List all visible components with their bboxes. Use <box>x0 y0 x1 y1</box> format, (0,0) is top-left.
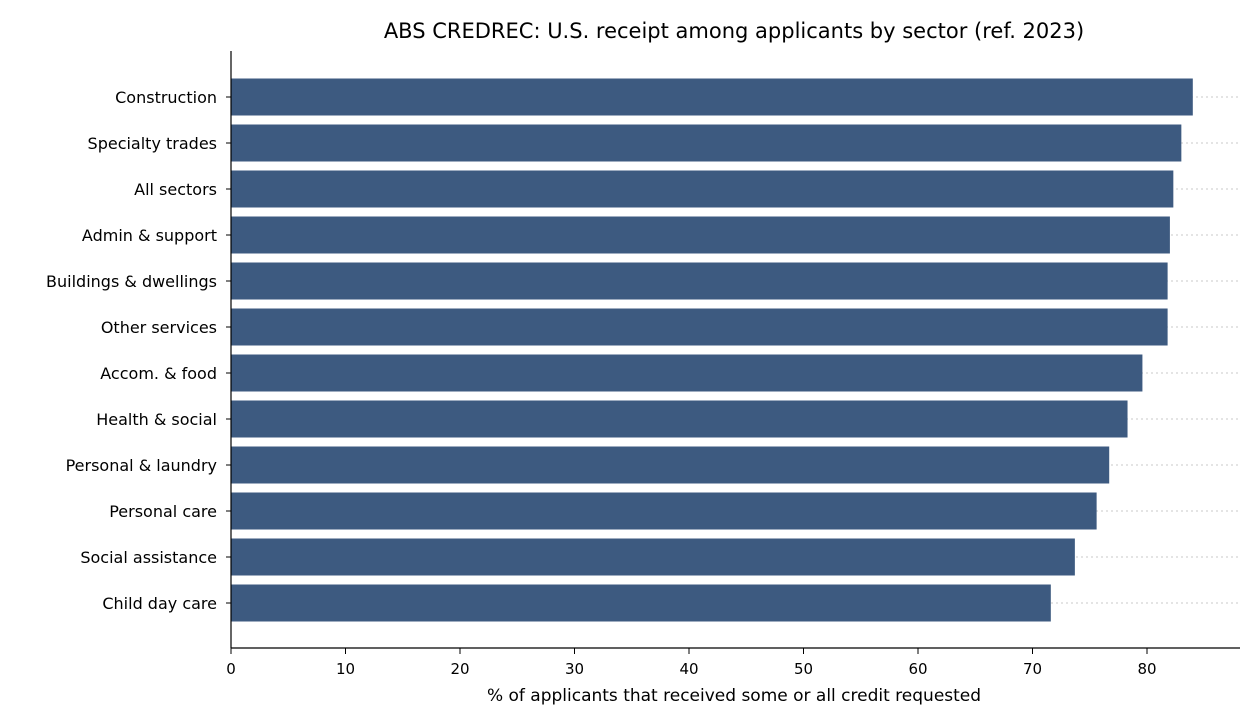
bar-personal-care <box>231 492 1097 530</box>
category-label-personal-care: Personal care <box>109 502 217 521</box>
x-tick-label-40: 40 <box>679 660 698 678</box>
x-tick-label-50: 50 <box>794 660 813 678</box>
x-tick-label-30: 30 <box>565 660 584 678</box>
x-tick-label-60: 60 <box>908 660 927 678</box>
category-label-health-social: Health & social <box>96 410 217 429</box>
category-label-construction: Construction <box>115 88 217 107</box>
category-labels: Construction Specialty trades All sectors A… <box>46 88 231 613</box>
bar-construction <box>231 78 1193 116</box>
bar-all-sectors <box>231 170 1174 208</box>
bar-specialty-trades <box>231 124 1182 162</box>
x-tick-label-10: 10 <box>336 660 355 678</box>
x-tick-label-0: 0 <box>226 660 236 678</box>
category-label-buildings-dwellings: Buildings & dwellings <box>46 272 217 291</box>
bar-accom-food <box>231 354 1143 392</box>
chart-title: ABS CREDREC: U.S. receipt among applican… <box>384 19 1084 43</box>
category-label-social-assistance: Social assistance <box>80 548 217 567</box>
bar-health-social <box>231 400 1128 438</box>
bar-personal-laundry <box>231 446 1110 484</box>
x-tick-label-70: 70 <box>1023 660 1042 678</box>
category-label-all-sectors: All sectors <box>134 180 217 199</box>
x-tick-label-20: 20 <box>450 660 469 678</box>
x-axis-ticks: 0 10 20 30 40 50 60 70 80 <box>226 648 1157 678</box>
category-label-admin-support: Admin & support <box>82 226 217 245</box>
x-axis-label: % of applicants that received some or al… <box>487 686 981 706</box>
category-label-specialty-trades: Specialty trades <box>88 134 217 153</box>
bar-admin-support <box>231 216 1170 254</box>
category-label-personal-laundry: Personal & laundry <box>66 456 217 475</box>
bar-buildings-dwellings <box>231 262 1168 300</box>
category-label-other-services: Other services <box>101 318 217 337</box>
x-tick-label-80: 80 <box>1137 660 1156 678</box>
bars <box>231 78 1193 622</box>
category-label-accom-food: Accom. & food <box>100 364 217 383</box>
bar-child-day-care <box>231 584 1051 622</box>
category-label-child-day-care: Child day care <box>102 594 217 613</box>
bar-other-services <box>231 308 1168 346</box>
bar-social-assistance <box>231 538 1075 576</box>
